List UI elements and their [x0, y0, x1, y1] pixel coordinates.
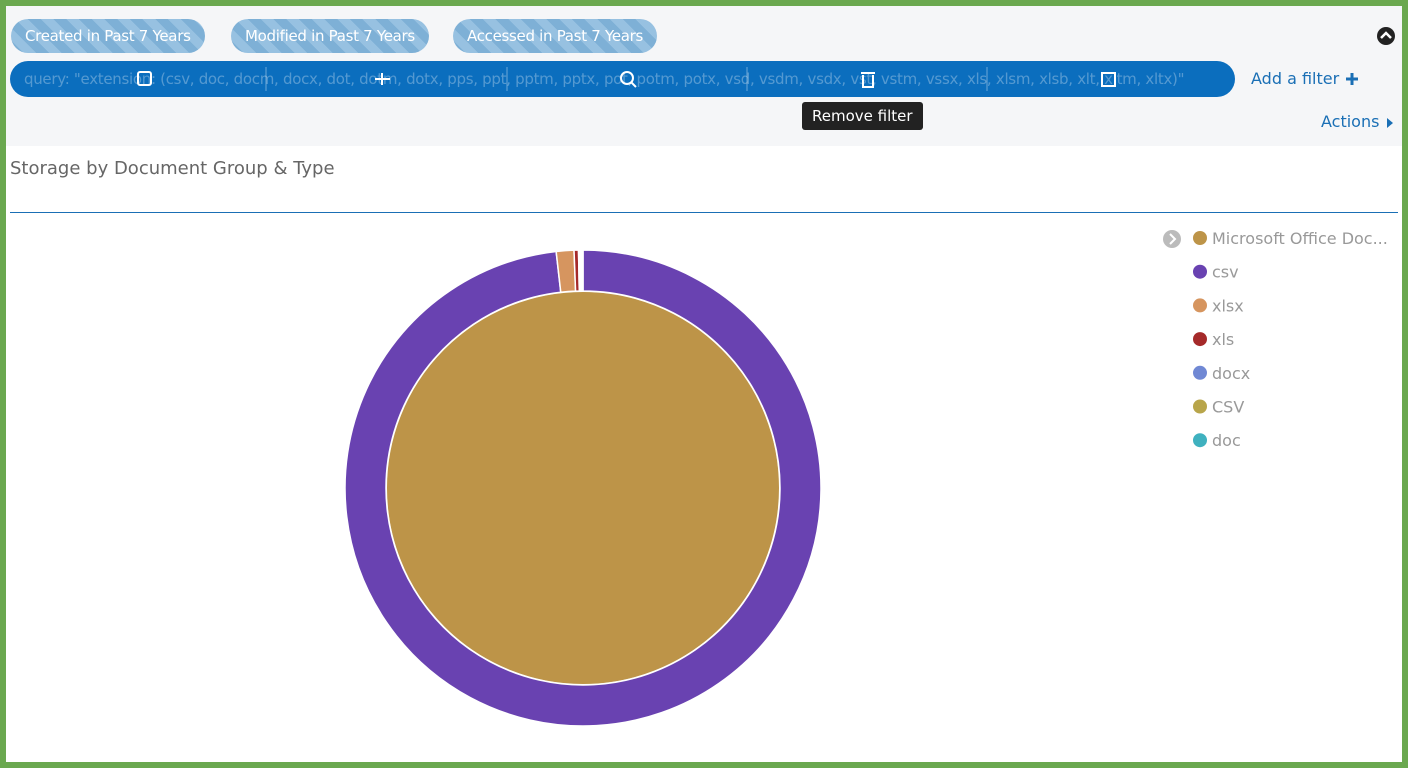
invert-icon[interactable] [620, 71, 634, 85]
legend-label: xlsx [1212, 296, 1244, 315]
filter-pill[interactable]: Created in Past 7 Years [11, 19, 205, 53]
legend-marker [1193, 399, 1207, 414]
toggle-icon[interactable] [137, 71, 152, 86]
legend-label: docx [1212, 364, 1250, 383]
filter-bar: Created in Past 7 Years Modified in Past… [6, 6, 1402, 146]
query-text: query: "extension: (csv, doc, docm, docx… [24, 70, 1185, 88]
add-filter[interactable]: Add a filter [1251, 69, 1340, 88]
legend-label: doc [1212, 431, 1241, 450]
legend-marker [1193, 231, 1207, 245]
filter-pill[interactable]: Accessed in Past 7 Years [453, 19, 658, 53]
legend-marker [1193, 332, 1207, 347]
panel-title: Storage by Document Group & Type [10, 158, 335, 179]
legend-label: Microsoft Office Doc... [1212, 229, 1388, 248]
pin-icon[interactable] [375, 73, 390, 85]
collapse-icon[interactable] [1376, 26, 1396, 46]
plus-icon[interactable] [1344, 71, 1360, 87]
caret-icon [1387, 118, 1393, 128]
filter-pill[interactable]: Modified in Past 7 Years [231, 19, 429, 53]
legend-label: CSV [1212, 398, 1244, 417]
actions-link[interactable]: Actions [1321, 112, 1380, 131]
filter-actions [137, 67, 1116, 91]
pie-slice [344, 249, 822, 727]
edit-icon[interactable] [1101, 72, 1116, 87]
divider [10, 212, 1398, 213]
legend-marker [1193, 433, 1207, 448]
legend-marker [1193, 264, 1207, 279]
query-filter[interactable]: query: "extension: (csv, doc, docm, docx… [10, 61, 1235, 97]
legend-toggle[interactable] [1163, 230, 1181, 248]
tooltip: Remove filter [802, 102, 923, 130]
chart: Microsoft Office Doc... csv xlsx xls docx CSV… [344, 229, 1388, 727]
legend-label: xls [1212, 330, 1234, 349]
remove-icon[interactable] [861, 72, 875, 88]
legend-label: csv [1212, 263, 1239, 282]
pie-slice [385, 290, 781, 686]
pie-slice [580, 249, 584, 292]
legend-marker [1193, 298, 1207, 313]
legend-marker [1193, 365, 1207, 380]
